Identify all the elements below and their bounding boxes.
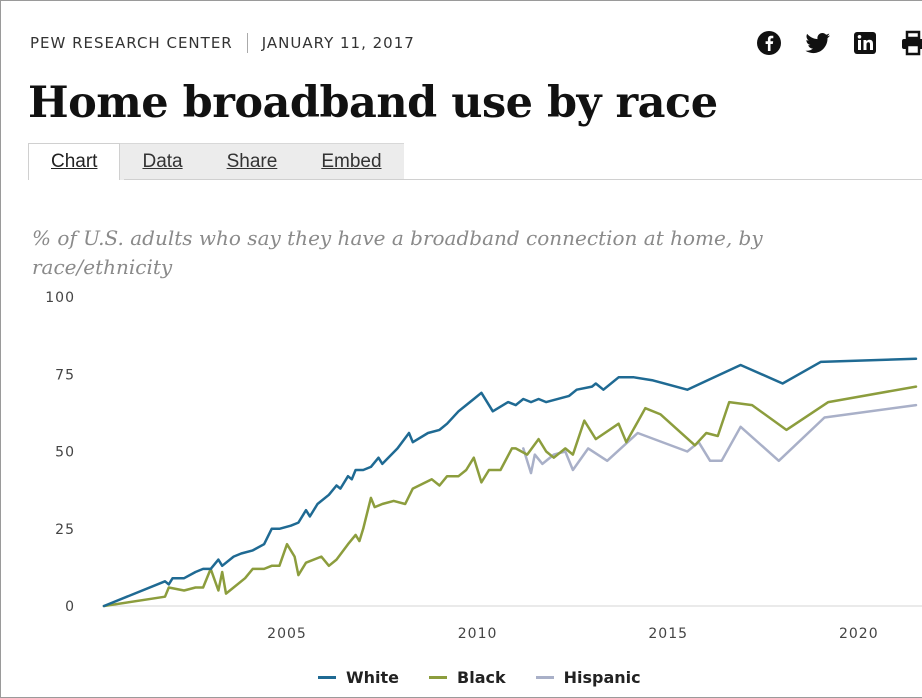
twitter-icon[interactable] bbox=[804, 30, 834, 56]
chart-subtitle: % of U.S. adults who say they have a bro… bbox=[32, 226, 763, 279]
chart-tabs: Chart Data Share Embed bbox=[28, 143, 404, 180]
legend-label: Hispanic bbox=[563, 668, 641, 687]
tab-share[interactable]: Share bbox=[204, 143, 300, 180]
legend-swatch bbox=[318, 676, 336, 679]
x-tick-label: 2015 bbox=[648, 626, 688, 642]
series-line-black bbox=[102, 385, 918, 608]
y-tick-label: 25 bbox=[55, 522, 75, 538]
source-divider bbox=[246, 33, 248, 53]
legend-label: Black bbox=[457, 668, 506, 687]
tab-data[interactable]: Data bbox=[120, 143, 205, 180]
y-tick-label: 100 bbox=[45, 290, 75, 306]
source-label: PEW RESEARCH CENTER bbox=[30, 34, 233, 52]
legend-label: White bbox=[346, 668, 400, 687]
tab-embed[interactable]: Embed bbox=[299, 143, 404, 180]
legend-item-white: White bbox=[318, 668, 399, 687]
linkedin-icon[interactable] bbox=[852, 30, 882, 56]
legend-swatch bbox=[535, 676, 554, 679]
y-tick-label: 0 bbox=[65, 599, 75, 615]
legend-item-hispanic: Hispanic bbox=[535, 668, 641, 687]
y-tick-label: 75 bbox=[55, 367, 75, 383]
series-line-white bbox=[102, 357, 918, 608]
page-title: Home broadband use by race bbox=[28, 78, 718, 128]
y-tick-label: 50 bbox=[55, 445, 75, 461]
chart-legend: White Black Hispanic bbox=[318, 668, 671, 687]
facebook-icon[interactable] bbox=[756, 30, 786, 56]
x-tick-label: 2005 bbox=[267, 626, 307, 642]
series-line-hispanic bbox=[522, 403, 918, 475]
x-tick-label: 2020 bbox=[839, 626, 879, 642]
tab-chart[interactable]: Chart bbox=[28, 143, 121, 180]
legend-item-black: Black bbox=[429, 668, 506, 687]
share-icons bbox=[756, 30, 922, 56]
publish-date: JANUARY 11, 2017 bbox=[261, 34, 415, 52]
x-tick-label: 2010 bbox=[458, 626, 498, 642]
legend-swatch bbox=[429, 676, 448, 679]
print-icon[interactable] bbox=[900, 30, 922, 56]
source-line: PEW RESEARCH CENTER JANUARY 11, 2017 bbox=[30, 33, 415, 53]
tabs-divider bbox=[124, 179, 922, 180]
